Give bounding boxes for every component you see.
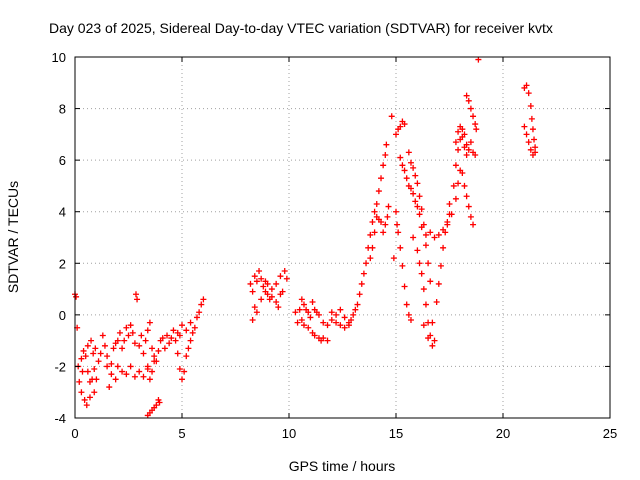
- y-tick-label: 4: [59, 205, 66, 220]
- chart-title: Day 023 of 2025, Sidereal Day-to-day VTE…: [49, 20, 553, 36]
- y-tick-label: 2: [59, 256, 66, 271]
- y-axis-label: SDTVAR / TECUs: [5, 181, 21, 293]
- x-tick-label: 10: [282, 426, 296, 441]
- chart: Day 023 of 2025, Sidereal Day-to-day VTE…: [0, 0, 640, 480]
- chart-background: [0, 0, 640, 480]
- x-tick-label: 0: [71, 426, 78, 441]
- x-axis-label: GPS time / hours: [289, 458, 396, 474]
- y-tick-label: 10: [52, 50, 66, 65]
- y-tick-label: -2: [54, 359, 66, 374]
- x-tick-label: 25: [603, 426, 617, 441]
- x-tick-label: 15: [389, 426, 403, 441]
- x-tick-label: 5: [178, 426, 185, 441]
- y-tick-label: -4: [54, 411, 66, 426]
- y-tick-label: 6: [59, 153, 66, 168]
- y-tick-label: 8: [59, 102, 66, 117]
- x-tick-label: 20: [496, 426, 510, 441]
- y-tick-label: 0: [59, 308, 66, 323]
